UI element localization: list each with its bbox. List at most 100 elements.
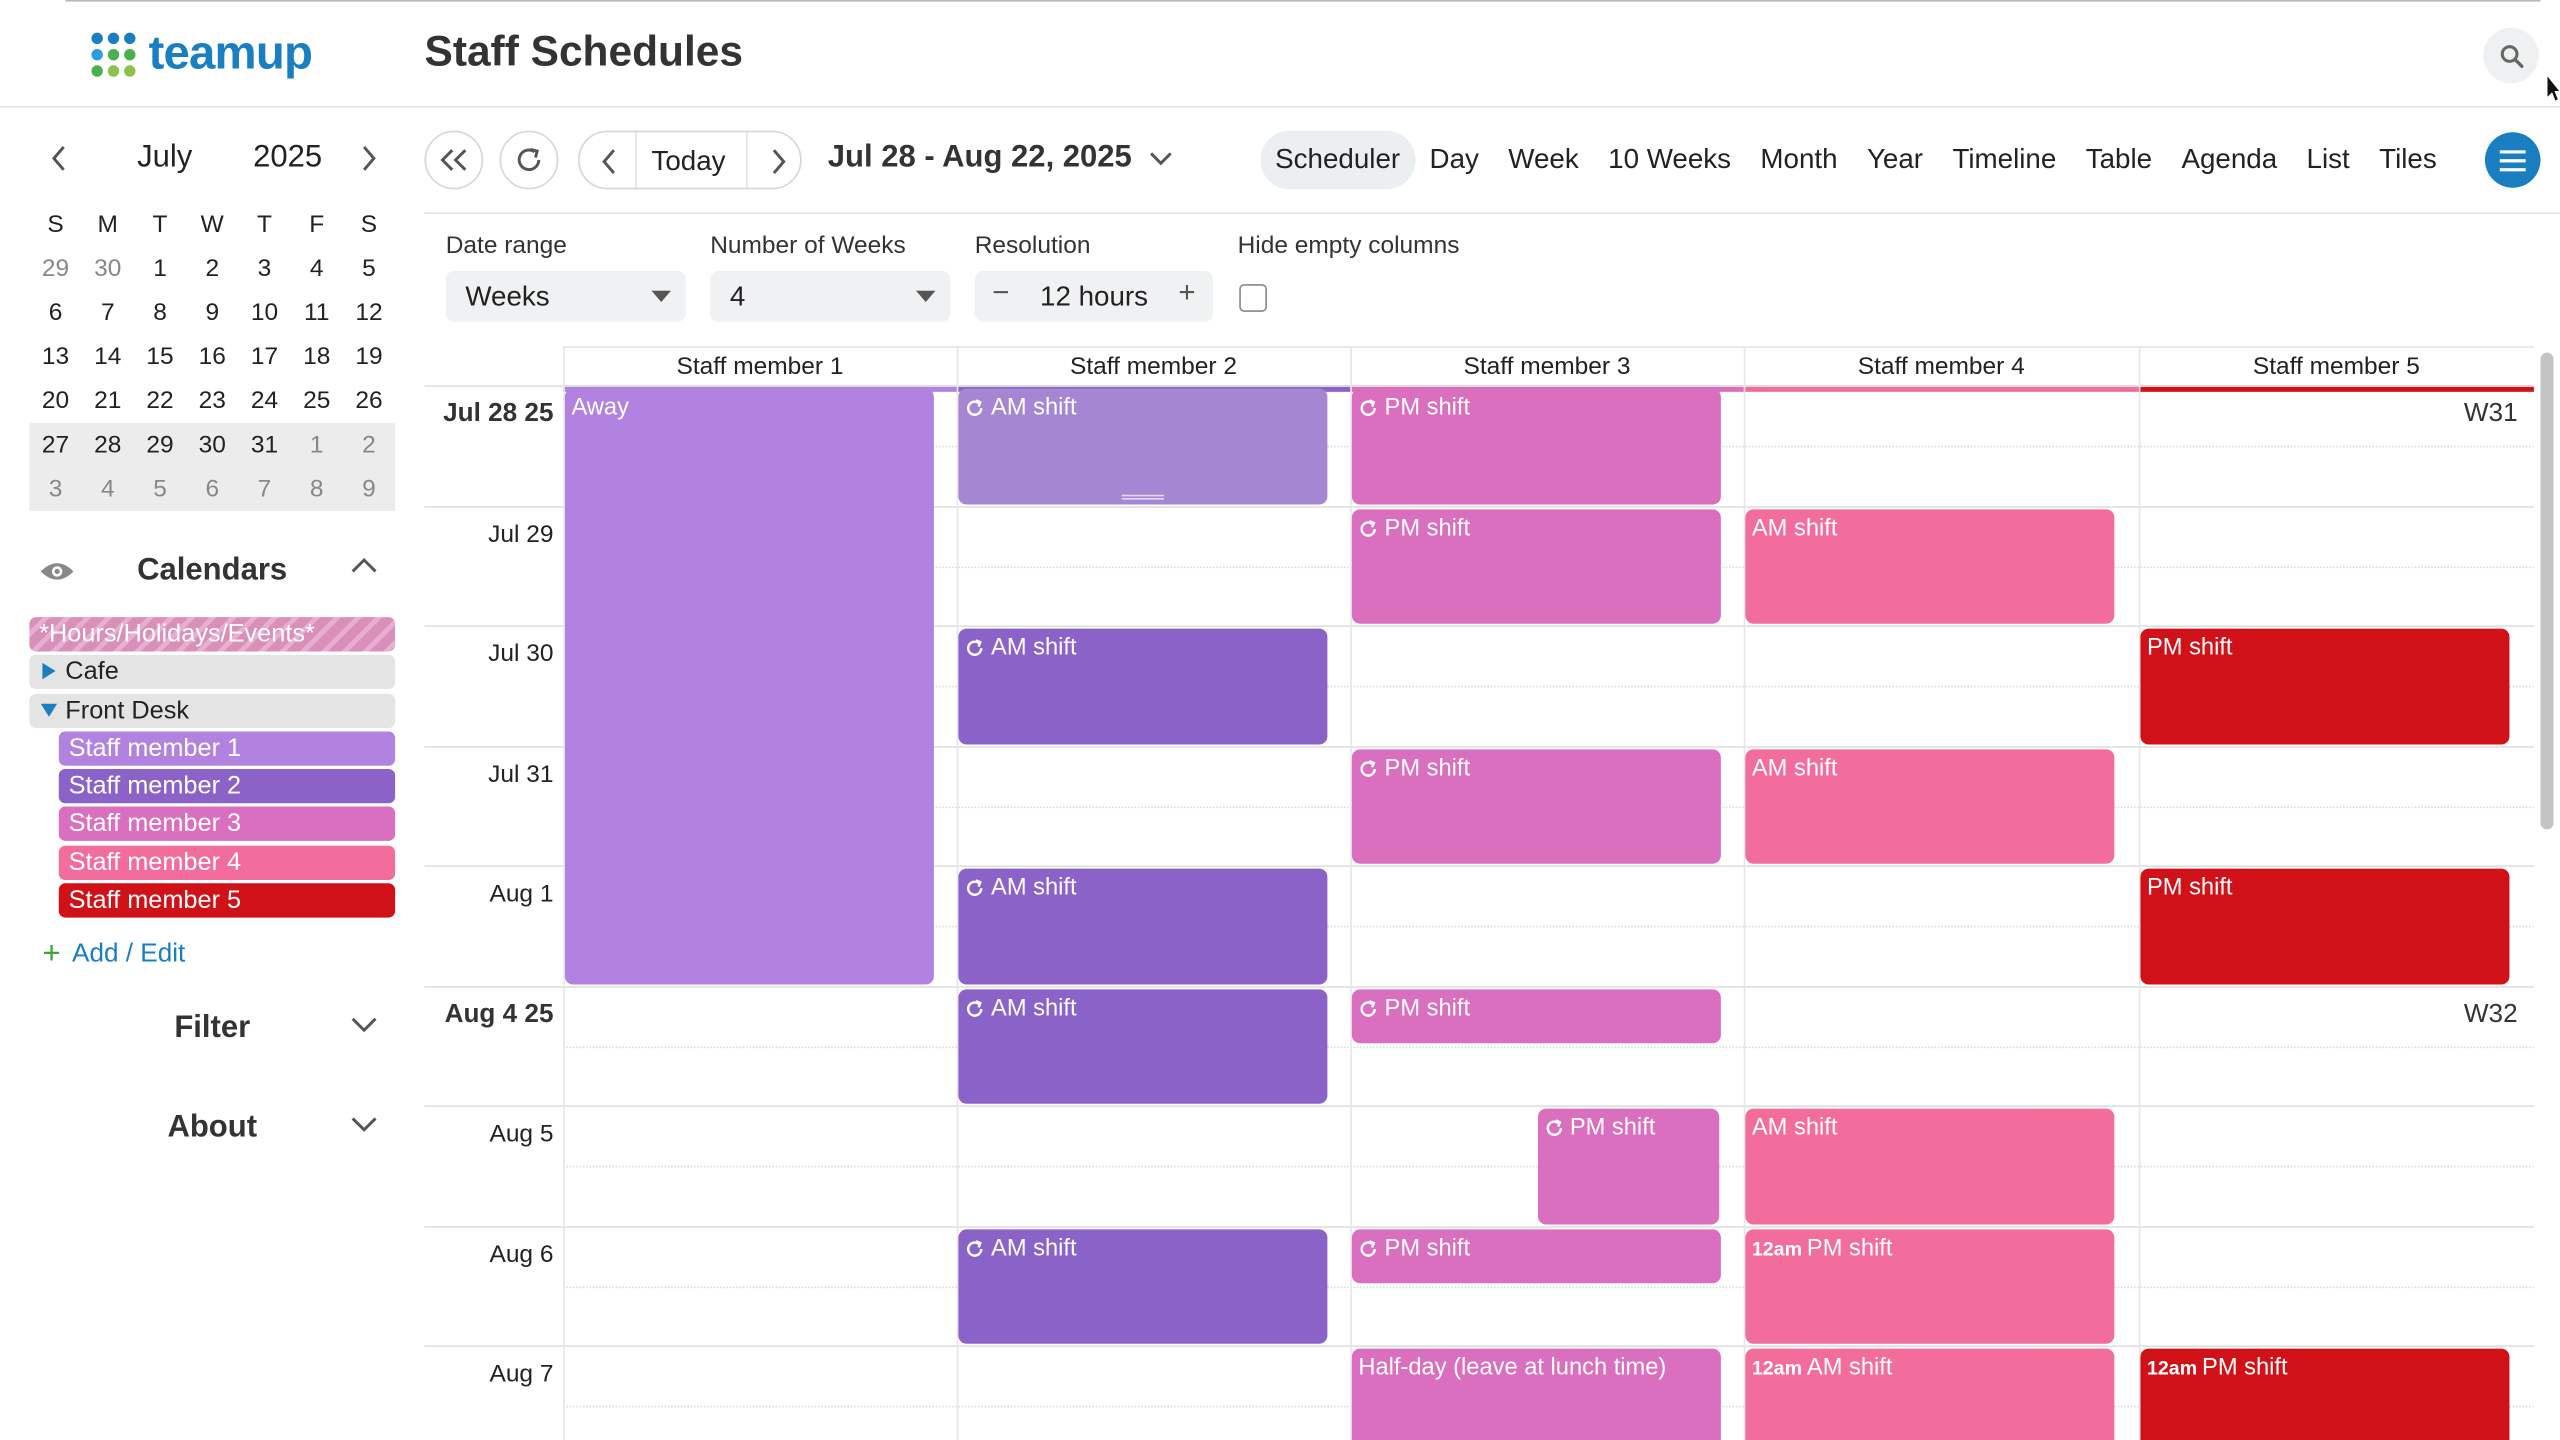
mini-month-label[interactable]: July (137, 140, 193, 175)
mini-day[interactable]: 26 (355, 386, 383, 415)
vertical-scrollbar[interactable] (2537, 349, 2557, 1440)
mini-day[interactable]: 9 (205, 298, 220, 327)
mini-next-month-button[interactable] (353, 140, 386, 176)
view-tab-week[interactable]: Week (1508, 143, 1579, 175)
chevron-up-icon[interactable] (349, 555, 378, 575)
event-half-day-leave-at-lunch-time[interactable]: Half-day (leave at lunch time) (1351, 1348, 1721, 1440)
event-am-shift[interactable]: AM shift (958, 1228, 1327, 1344)
mini-day[interactable]: 14 (94, 342, 122, 371)
calendar-item-staff-member-1[interactable]: Staff member 1 (58, 731, 396, 766)
mini-day[interactable]: 3 (48, 475, 63, 503)
view-tab-scheduler[interactable]: Scheduler (1260, 130, 1415, 190)
event-pm-shift[interactable]: 12am PM shift (2140, 1348, 2509, 1440)
event-am-shift[interactable]: 12am AM shift (1745, 1348, 2114, 1440)
day-label[interactable]: Aug 6 (489, 1240, 554, 1268)
column-header-staff-member-5[interactable]: Staff member 5 (2138, 346, 2534, 392)
view-tab-list[interactable]: List (2306, 143, 2350, 175)
event-pm-shift[interactable]: PM shift (1537, 1108, 1721, 1224)
mini-day[interactable]: 8 (153, 298, 167, 327)
hide-empty-columns-checkbox[interactable] (1239, 284, 1267, 312)
event-pm-shift[interactable]: 12am PM shift (1745, 1228, 2114, 1344)
resolution-increase-button[interactable]: + (1178, 275, 1196, 309)
mini-day[interactable]: 8 (309, 475, 324, 503)
filter-section[interactable]: Filter (29, 1006, 395, 1055)
about-section[interactable]: About (29, 1105, 395, 1154)
view-tab-agenda[interactable]: Agenda (2181, 143, 2278, 175)
mini-prev-month-button[interactable] (42, 140, 75, 176)
view-tab-month[interactable]: Month (1760, 143, 1838, 175)
date-range-select[interactable]: Weeks (445, 271, 686, 322)
mini-day[interactable]: 29 (146, 431, 174, 459)
mini-day[interactable]: 10 (250, 298, 279, 327)
view-tab-day[interactable]: Day (1429, 143, 1479, 175)
mini-day[interactable]: 30 (198, 431, 226, 459)
event-am-shift[interactable]: AM shift (958, 628, 1327, 744)
search-button[interactable] (2483, 27, 2539, 84)
event-pm-shift[interactable]: PM shift (1351, 508, 1721, 624)
calendars-title[interactable]: Calendars (137, 553, 288, 588)
today-button[interactable]: Today (651, 145, 726, 177)
day-label[interactable]: Jul 31 (488, 760, 554, 788)
mini-day[interactable]: 20 (41, 386, 70, 415)
mini-day[interactable]: 16 (198, 342, 226, 371)
day-label[interactable]: Aug 4 25 (444, 1000, 554, 1028)
add-edit-calendars-link[interactable]: + Add / Edit (42, 937, 185, 973)
mini-day[interactable]: 27 (41, 431, 70, 459)
view-tab-tiles[interactable]: Tiles (2379, 143, 2437, 175)
calendar-item-staff-member-4[interactable]: Staff member 4 (58, 845, 396, 880)
mini-day[interactable]: 6 (48, 298, 63, 327)
mini-day[interactable]: 9 (362, 475, 376, 503)
calendar-item-staff-member-3[interactable]: Staff member 3 (58, 807, 396, 842)
date-range-selector[interactable]: Jul 28 - Aug 22, 2025 (828, 140, 1174, 176)
event-am-shift[interactable]: AM shift (1745, 1108, 2114, 1224)
chevron-right-icon[interactable] (762, 145, 795, 178)
event-am-shift[interactable]: AM shift (1745, 508, 2114, 624)
event-pm-shift[interactable]: PM shift (1351, 1228, 1721, 1284)
event-am-shift[interactable]: AM shift (958, 988, 1327, 1104)
mini-day[interactable]: 15 (146, 342, 174, 371)
day-label[interactable]: Jul 30 (488, 640, 554, 668)
mini-day[interactable]: 2 (205, 254, 220, 283)
calendar-item-staff-member-2[interactable]: Staff member 2 (58, 769, 396, 804)
event-am-shift[interactable]: AM shift (1745, 748, 2114, 864)
resize-handle[interactable] (1121, 493, 1165, 499)
mini-day[interactable]: 4 (100, 475, 115, 503)
scrollbar-thumb[interactable] (2540, 352, 2554, 830)
mini-day[interactable]: 23 (198, 386, 226, 415)
mini-day[interactable]: 28 (94, 431, 122, 459)
number-of-weeks-select[interactable]: 4 (710, 271, 951, 322)
mini-day[interactable]: 18 (303, 342, 331, 371)
eye-icon[interactable] (39, 558, 75, 584)
mini-day[interactable]: 30 (94, 254, 122, 283)
mini-day[interactable]: 6 (205, 475, 220, 503)
mini-day[interactable]: 22 (146, 386, 174, 415)
calendar-folder-cafe[interactable]: Cafe (29, 655, 396, 690)
mini-day[interactable]: 19 (355, 342, 383, 371)
column-header-staff-member-4[interactable]: Staff member 4 (1743, 346, 2139, 392)
chevron-left-icon[interactable] (593, 145, 626, 178)
mini-day[interactable]: 21 (94, 386, 122, 415)
mini-day[interactable]: 25 (303, 386, 331, 415)
mini-day[interactable]: 7 (100, 298, 115, 327)
teamup-logo[interactable]: teamup (91, 27, 313, 79)
event-away[interactable]: Away (564, 388, 934, 984)
mini-day[interactable]: 1 (153, 254, 167, 283)
event-am-shift[interactable]: AM shift (958, 868, 1327, 984)
main-menu-button[interactable] (2484, 132, 2541, 188)
mini-day[interactable]: 5 (362, 254, 376, 283)
event-am-shift[interactable]: AM shift (958, 388, 1327, 504)
mini-day[interactable]: 12 (355, 298, 383, 327)
resolution-decrease-button[interactable]: − (992, 275, 1010, 309)
mini-day[interactable]: 29 (41, 254, 70, 283)
day-label[interactable]: Jul 29 (488, 520, 554, 548)
mini-day[interactable]: 24 (250, 386, 279, 415)
mini-day[interactable]: 11 (304, 298, 330, 327)
day-label[interactable]: Aug 7 (489, 1360, 554, 1388)
mini-day[interactable]: 2 (362, 431, 376, 459)
event-pm-shift[interactable]: PM shift (1351, 748, 1721, 864)
view-tab-table[interactable]: Table (2085, 143, 2153, 175)
mini-day[interactable]: 4 (309, 254, 324, 283)
calendar-item-staff-member-5[interactable]: Staff member 5 (58, 883, 396, 918)
mini-day[interactable]: 7 (257, 475, 272, 503)
mini-day[interactable]: 3 (257, 254, 272, 283)
